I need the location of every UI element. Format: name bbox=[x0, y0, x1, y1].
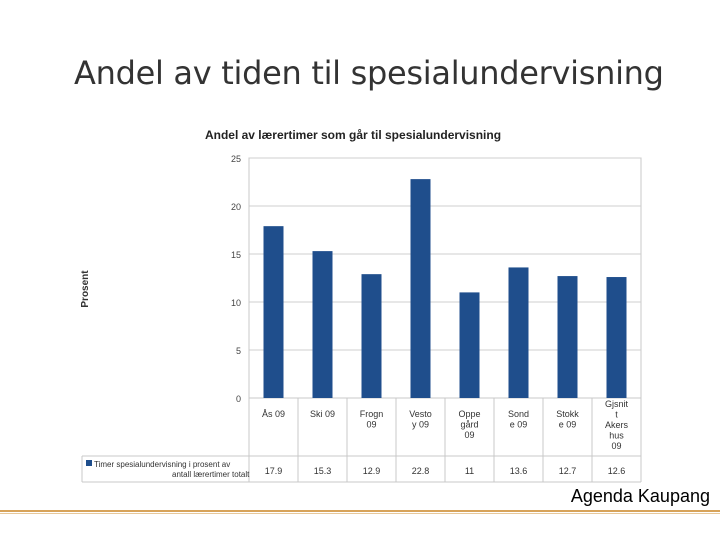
x-category-label: Sond bbox=[508, 409, 529, 419]
x-category-label: 09 bbox=[366, 420, 376, 430]
data-value-label: 12.7 bbox=[559, 466, 577, 476]
data-value-label: 12.6 bbox=[608, 466, 626, 476]
legend-label: antall lærertimer totalt bbox=[172, 470, 250, 479]
x-category-label: Ås 09 bbox=[262, 409, 285, 419]
x-category-label: Frogn bbox=[360, 409, 384, 419]
bar bbox=[361, 274, 382, 398]
x-category-label: gård bbox=[460, 420, 478, 430]
x-category-label: y 09 bbox=[412, 420, 429, 430]
x-category-label: e 09 bbox=[559, 420, 577, 430]
y-axis-label: Prosent bbox=[80, 270, 91, 308]
chart-title: Andel av lærertimer som går til spesialu… bbox=[205, 128, 501, 142]
bar bbox=[606, 277, 627, 398]
bar bbox=[263, 226, 284, 398]
y-tick-label: 10 bbox=[231, 298, 241, 308]
footer-divider bbox=[0, 510, 720, 512]
data-value-label: 15.3 bbox=[314, 466, 332, 476]
legend-swatch bbox=[86, 460, 92, 466]
x-category-label: e 09 bbox=[510, 420, 528, 430]
x-category-label: hus bbox=[609, 431, 624, 441]
x-category-label: 09 bbox=[464, 430, 474, 440]
data-value-label: 22.8 bbox=[412, 466, 430, 476]
x-category-label: Stokk bbox=[556, 409, 579, 419]
y-tick-label: 15 bbox=[231, 250, 241, 260]
slide-title: Andel av tiden til spesialundervisning bbox=[74, 54, 664, 92]
x-category-label: Vesto bbox=[409, 409, 432, 419]
legend-label: Timer spesialundervisning i prosent av bbox=[94, 460, 230, 469]
bar bbox=[459, 292, 480, 398]
x-category-label: 09 bbox=[611, 441, 621, 451]
x-category-label: Oppe bbox=[458, 409, 480, 419]
bar bbox=[508, 267, 529, 398]
y-tick-label: 25 bbox=[231, 154, 241, 164]
data-value-label: 11 bbox=[465, 466, 474, 476]
data-value-label: 17.9 bbox=[265, 466, 283, 476]
x-category-label: t bbox=[615, 410, 618, 420]
footer-divider-thin bbox=[0, 513, 720, 514]
y-tick-label: 5 bbox=[236, 346, 241, 356]
footer-text: Agenda Kaupang bbox=[570, 486, 710, 506]
x-category-label: Gjsnit bbox=[605, 399, 629, 409]
bar bbox=[557, 276, 578, 398]
bar bbox=[410, 179, 431, 398]
x-category-label: Akers bbox=[605, 420, 629, 430]
plot-area bbox=[248, 157, 642, 399]
data-value-label: 13.6 bbox=[510, 466, 528, 476]
y-tick-label: 20 bbox=[231, 202, 241, 212]
y-tick-label: 0 bbox=[236, 394, 241, 404]
data-value-label: 12.9 bbox=[363, 466, 381, 476]
bar bbox=[312, 251, 333, 398]
x-category-label: Ski 09 bbox=[310, 409, 335, 419]
